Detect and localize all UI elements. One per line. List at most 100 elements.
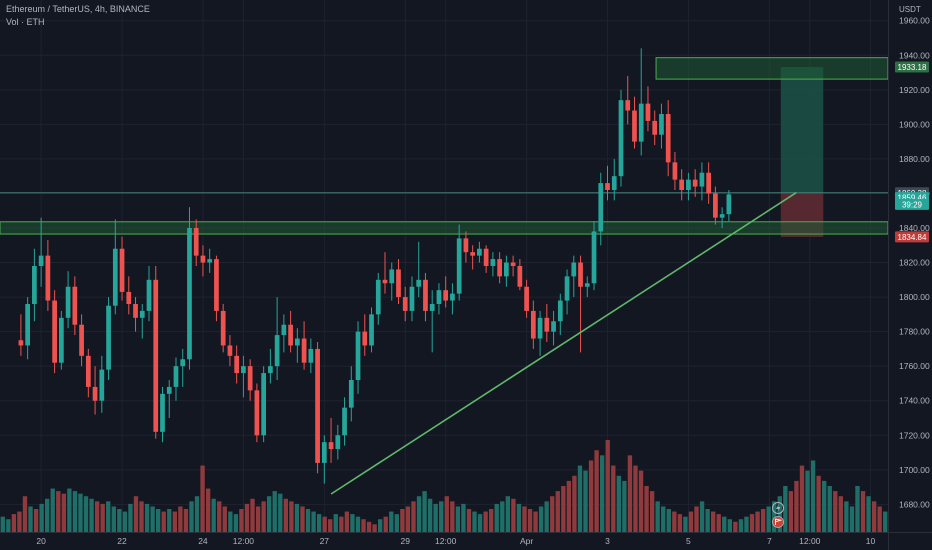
candle-body	[490, 259, 496, 266]
candle-body	[524, 286, 529, 311]
volume-bar	[328, 519, 333, 532]
volume-bar	[128, 503, 133, 532]
volume-bar	[461, 503, 466, 532]
candle-body	[355, 331, 361, 380]
volume-bar	[389, 511, 394, 532]
volume-bar	[222, 506, 227, 532]
candle-body	[85, 355, 91, 387]
volume-bar	[644, 486, 649, 532]
candle-body	[207, 259, 213, 263]
y-tick-label: 1780.00	[899, 327, 930, 337]
candle-body	[220, 310, 226, 346]
volume-bar	[494, 503, 499, 532]
volume-bar	[550, 496, 555, 532]
y-tick-label: 1740.00	[899, 396, 930, 406]
flag-icon[interactable]	[772, 516, 784, 528]
volume-bar	[860, 491, 866, 532]
volume-bar	[611, 465, 616, 532]
candle-body	[187, 228, 192, 360]
grid	[0, 0, 888, 532]
candle-body	[423, 279, 428, 311]
volume-bar	[100, 503, 105, 532]
y-tick-label: 1880.00	[899, 154, 930, 164]
volume-bar	[278, 493, 283, 532]
price-tag-text: 1933.18	[898, 63, 927, 72]
chart-icons[interactable]	[772, 502, 784, 528]
trendline-group[interactable]	[330, 191, 797, 495]
x-tick-label: 12:00	[799, 536, 821, 546]
volume-bar	[117, 509, 122, 532]
candle-body	[591, 231, 597, 284]
long-position-tool[interactable]	[0, 67, 888, 237]
volume-bar	[855, 486, 860, 532]
volume-bar	[511, 498, 516, 532]
volume-bar	[183, 509, 189, 532]
price-zones[interactable]	[0, 57, 889, 235]
candle-body	[652, 120, 658, 135]
candle-body	[584, 283, 590, 287]
candle-body	[571, 262, 577, 277]
y-tick-label: 1960.00	[899, 16, 930, 26]
candle-body	[699, 172, 705, 187]
volume-bar	[516, 503, 522, 532]
candle-body	[706, 172, 712, 194]
volume-bar	[688, 511, 694, 532]
candle-body	[112, 248, 118, 306]
candle-body	[65, 286, 71, 318]
volume-bar	[67, 488, 72, 532]
volume-bar	[749, 514, 755, 532]
volume-bar	[78, 493, 83, 532]
volume-bar	[649, 491, 655, 532]
candle-body	[618, 100, 624, 177]
candle-body	[369, 314, 374, 346]
candle-body	[396, 269, 401, 298]
volume-bar	[272, 491, 277, 532]
trendline	[330, 191, 797, 495]
volume-bar	[94, 501, 100, 532]
volume-bar	[50, 488, 55, 532]
lightning-icon[interactable]	[772, 502, 784, 514]
volume-bar	[527, 509, 533, 532]
volume-bar	[383, 516, 388, 532]
candle-body	[126, 291, 132, 304]
volume-bar	[350, 514, 355, 532]
volume-bar	[322, 516, 327, 532]
x-tick-label: 5	[686, 536, 691, 546]
candle-body	[281, 324, 287, 336]
volume-bar	[744, 516, 749, 532]
candle-body	[214, 259, 219, 311]
volume-bar	[727, 519, 732, 532]
volume-bar	[344, 511, 350, 532]
x-tick-label: 27	[320, 536, 330, 546]
resistance-zone	[655, 57, 889, 80]
volume-bar	[372, 524, 377, 532]
candle-body	[79, 324, 84, 356]
volume-bar	[211, 498, 216, 532]
volume-legend[interactable]: Vol · ETH	[6, 17, 45, 27]
symbol-legend[interactable]: Ethereum / TetherUS, 4h, BINANCE	[6, 4, 150, 14]
volume-bar	[871, 501, 877, 532]
volume-bar	[255, 506, 261, 532]
price-tag-countdown	[895, 198, 929, 210]
y-tick-label: 1700.00	[899, 465, 930, 475]
candle-body	[483, 248, 489, 266]
volume-bar	[0, 516, 5, 532]
volume-bar	[144, 503, 150, 532]
volume-bar	[239, 509, 244, 532]
y-tick-label: 1760.00	[899, 361, 930, 371]
volume-bar	[866, 496, 871, 532]
volume-bar	[366, 521, 372, 532]
candle-body	[234, 355, 240, 374]
candle-body	[605, 183, 610, 190]
volume-bar	[538, 506, 544, 532]
x-tick-label: Apr	[520, 536, 533, 546]
candle-body	[200, 255, 206, 263]
volume-bar	[405, 506, 411, 532]
volume-bar	[189, 501, 194, 532]
candle-body	[247, 366, 253, 391]
candle-body	[375, 279, 381, 315]
candle-body	[72, 286, 78, 325]
volume-bar	[455, 506, 461, 532]
volume-bar	[816, 475, 821, 532]
